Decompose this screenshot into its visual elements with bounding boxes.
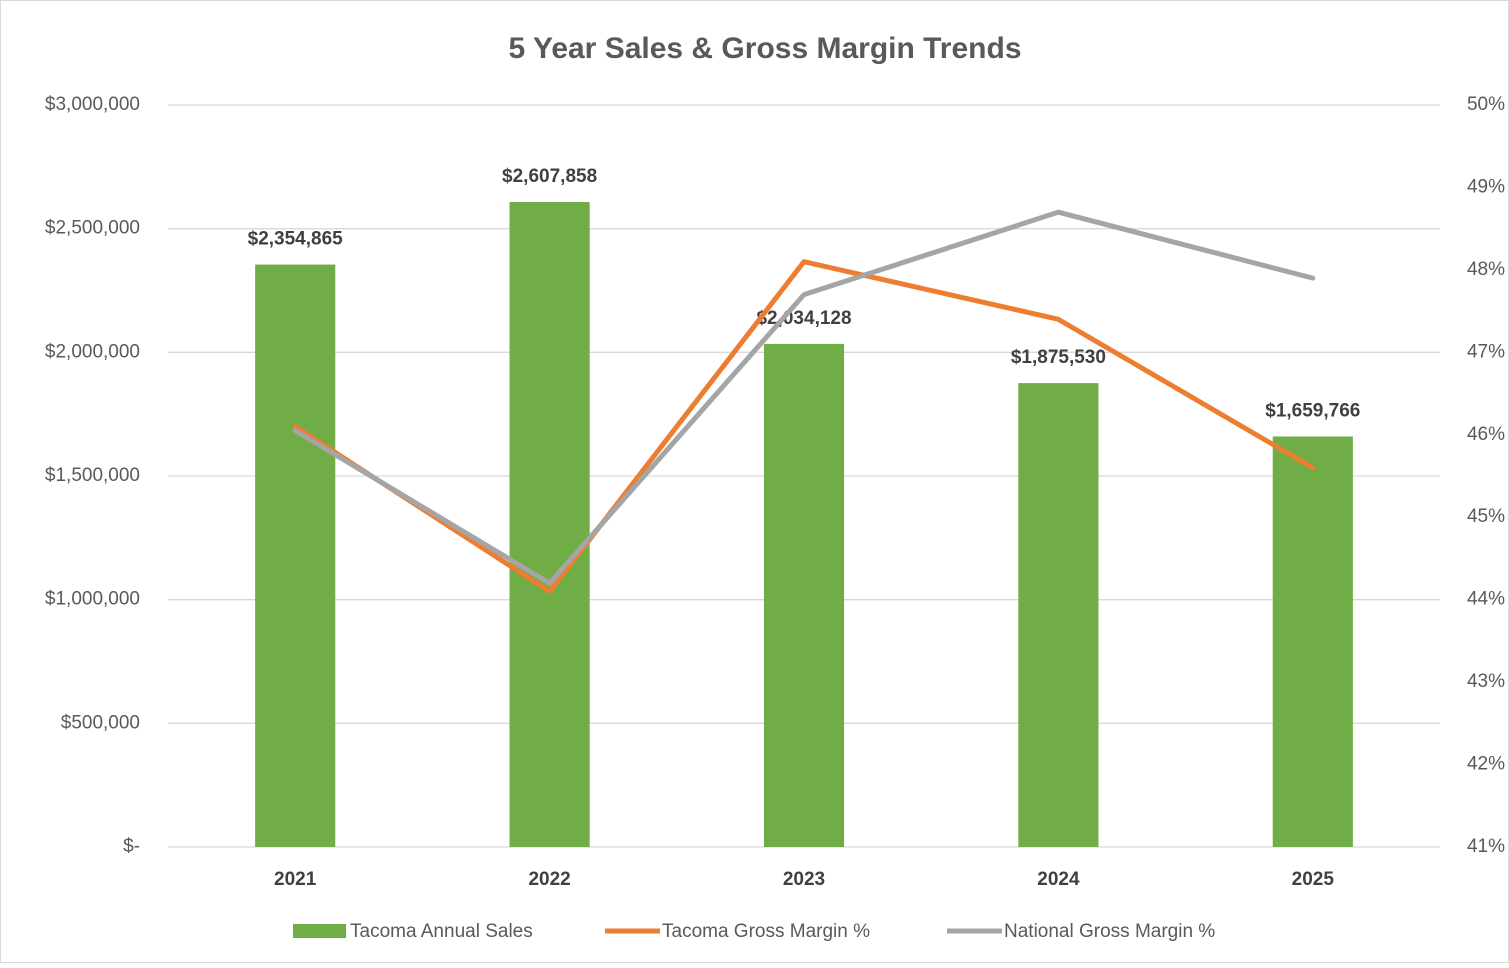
y-tick-label: $1,000,000 bbox=[45, 589, 140, 610]
bar bbox=[763, 343, 845, 847]
data-label: $1,875,530 bbox=[1011, 347, 1106, 368]
y-tick-label: $2,000,000 bbox=[45, 341, 140, 362]
data-label: $1,659,766 bbox=[1265, 401, 1360, 422]
y2-tick-label: 47% bbox=[1467, 341, 1505, 362]
y2-tick-label: 45% bbox=[1467, 506, 1505, 527]
data-label: $2,354,865 bbox=[248, 229, 344, 250]
x-tick-label: 2023 bbox=[783, 869, 825, 890]
data-label: $2,034,128 bbox=[756, 308, 851, 329]
y2-tick-label: 43% bbox=[1467, 671, 1505, 692]
x-tick-label: 2022 bbox=[528, 869, 570, 890]
y2-tick-label: 49% bbox=[1467, 176, 1505, 197]
chart-title: 5 Year Sales & Gross Margin Trends bbox=[508, 32, 1021, 65]
line bbox=[292, 209, 1316, 586]
y2-tick-label: 50% bbox=[1467, 94, 1505, 115]
y2-tick-label: 46% bbox=[1467, 424, 1505, 445]
y2-tick-label: 41% bbox=[1467, 836, 1505, 857]
data-label: $2,607,858 bbox=[502, 166, 597, 187]
y-tick-label: $1,500,000 bbox=[45, 465, 140, 486]
bar bbox=[509, 201, 590, 847]
y-tick-label: $500,000 bbox=[61, 712, 140, 733]
legend-label: Tacoma Gross Margin % bbox=[662, 921, 870, 942]
y-tick-label: $3,000,000 bbox=[45, 94, 140, 115]
bar bbox=[255, 264, 336, 848]
y2-tick-label: 44% bbox=[1467, 589, 1505, 610]
bar bbox=[1272, 436, 1353, 847]
y-tick-label: $- bbox=[123, 836, 140, 857]
bar bbox=[1018, 383, 1099, 847]
x-tick-label: 2021 bbox=[274, 869, 317, 890]
x-tick-label: 2024 bbox=[1037, 869, 1080, 890]
legend-label: National Gross Margin % bbox=[1004, 921, 1215, 942]
x-tick-label: 2025 bbox=[1292, 869, 1335, 890]
legend-label: Tacoma Annual Sales bbox=[350, 921, 533, 942]
y-tick-label: $2,500,000 bbox=[45, 218, 140, 239]
line bbox=[292, 259, 1316, 594]
legend-swatch bbox=[293, 924, 346, 938]
y2-tick-label: 42% bbox=[1467, 754, 1505, 775]
y2-tick-label: 48% bbox=[1467, 259, 1505, 280]
